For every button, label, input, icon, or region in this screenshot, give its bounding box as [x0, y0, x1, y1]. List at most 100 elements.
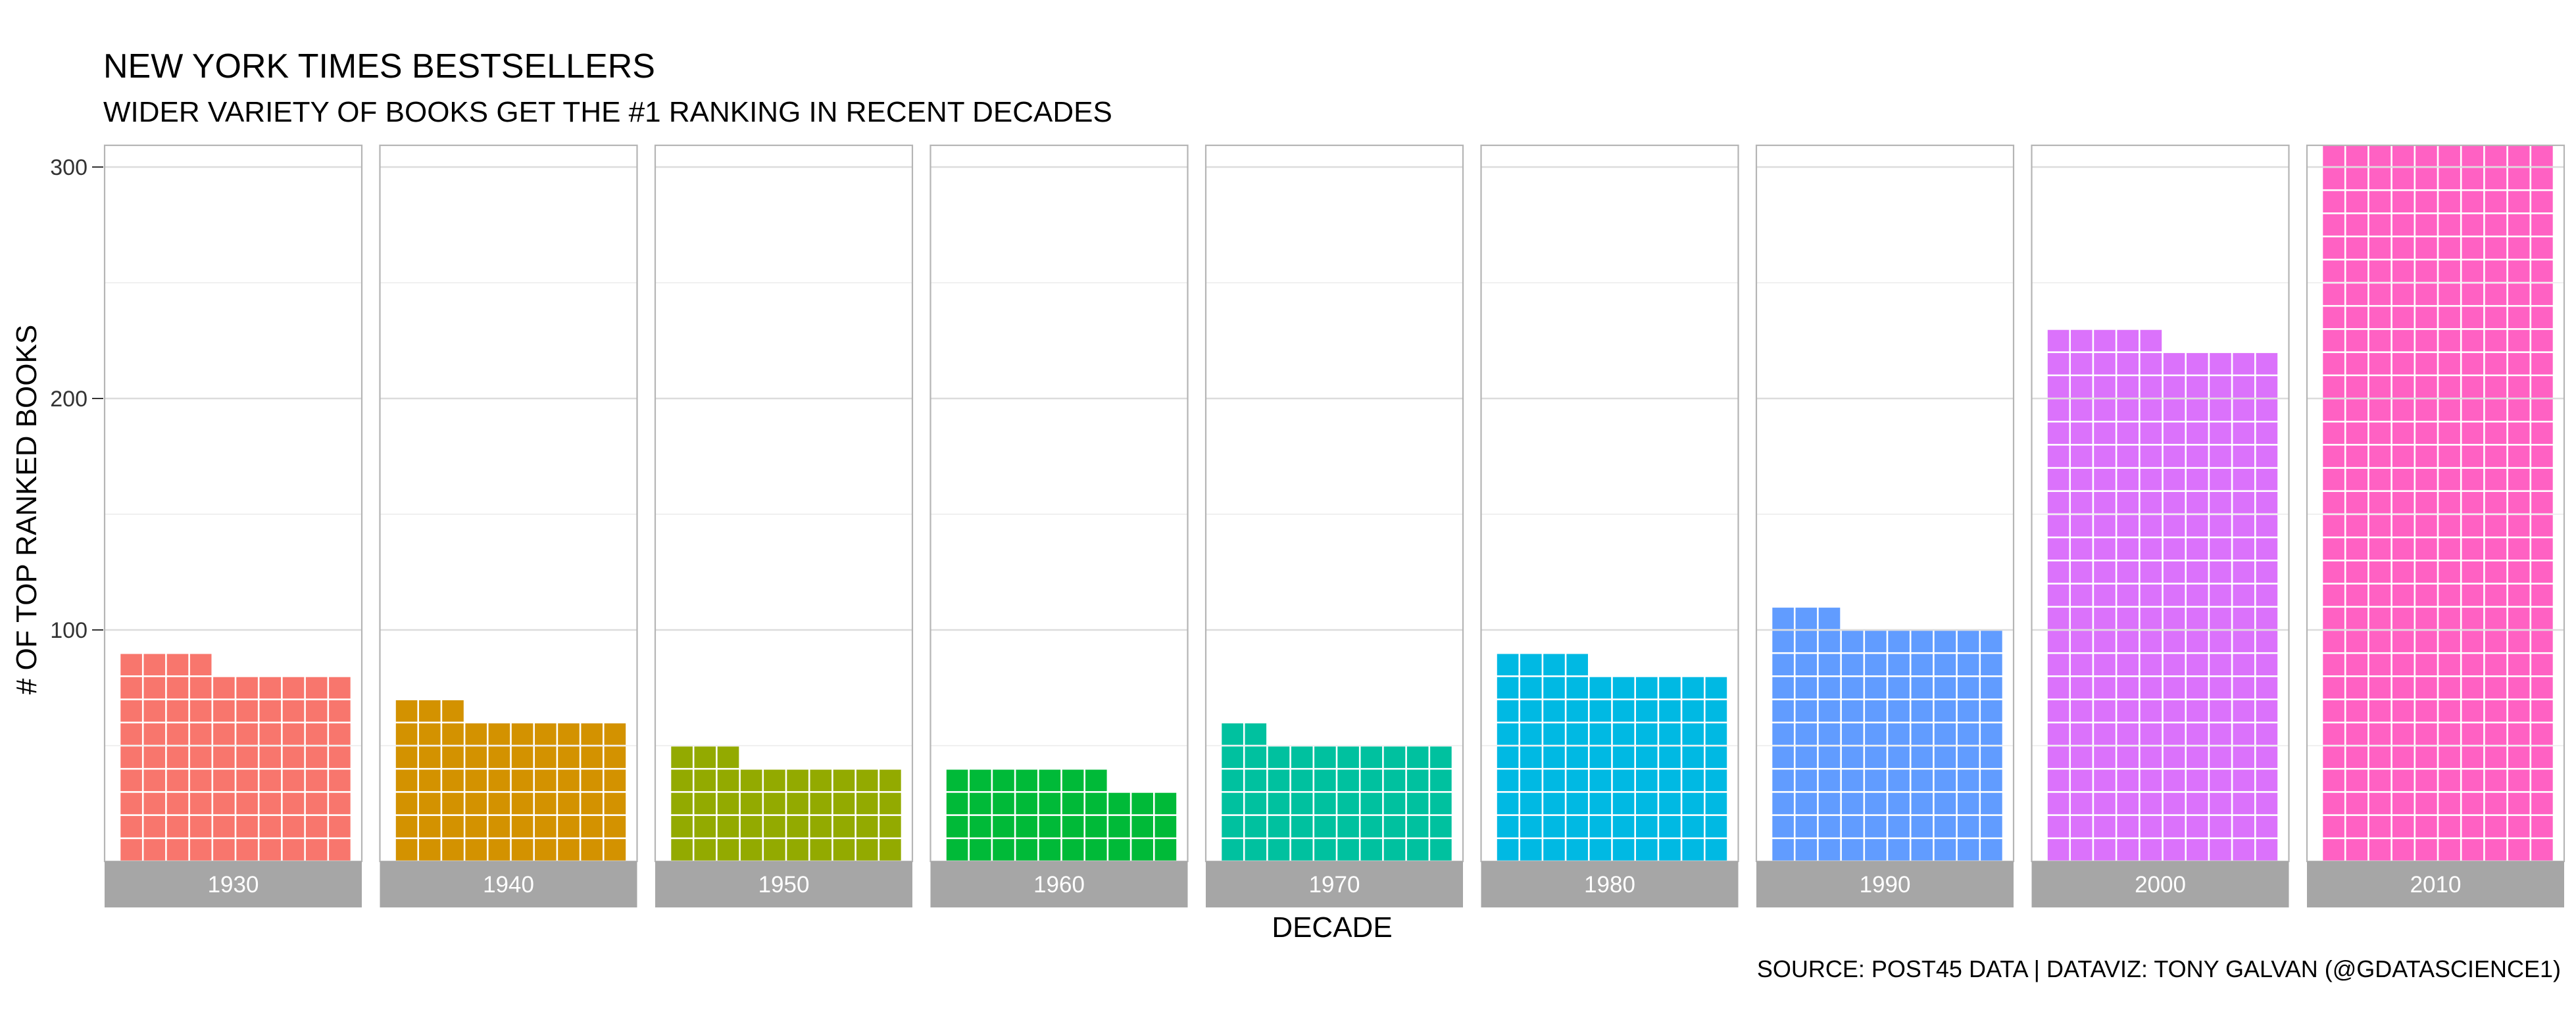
waffle-tile [465, 769, 487, 792]
waffle-tile [143, 677, 166, 699]
waffle-tile [2462, 700, 2484, 722]
waffle-tile [1865, 631, 1887, 652]
waffle-tile [2531, 422, 2553, 445]
waffle-tile [1865, 746, 1887, 768]
waffle-tile [2094, 769, 2116, 792]
waffle-tile [2210, 792, 2231, 815]
waffle-tile [1612, 769, 1635, 792]
waffle-tile [1682, 700, 1704, 722]
waffle-tile [2369, 515, 2391, 537]
waffle-tile [2117, 399, 2139, 421]
waffle-tile [1705, 723, 1727, 745]
waffle-tile [2415, 769, 2437, 792]
waffle-tile [2392, 492, 2414, 514]
waffle-tile [1818, 654, 1841, 676]
waffle-tile [2369, 329, 2391, 352]
waffle-tile [1888, 677, 1910, 699]
waffle-tile [604, 815, 626, 838]
waffle-tile [2462, 515, 2484, 537]
waffle-tile [1360, 769, 1383, 792]
waffle-tile [1705, 700, 1727, 722]
waffle-tile [259, 815, 282, 838]
waffle-tile [1245, 839, 1267, 861]
waffle-tile [1337, 839, 1359, 861]
waffle-tile [1865, 839, 1887, 861]
waffle-tile [2392, 792, 2414, 815]
waffle-tile [2531, 769, 2553, 792]
waffle-tile [2117, 815, 2139, 838]
waffle-tile [2346, 260, 2368, 282]
waffle-tile [2323, 608, 2344, 629]
waffle-tile [1039, 769, 1061, 792]
facet-strip [930, 861, 1188, 907]
waffle-tile [143, 839, 166, 861]
waffle-tile [2047, 538, 2069, 560]
waffle-tile [2369, 237, 2391, 259]
waffle-tile [2071, 329, 2093, 352]
waffle-tile [833, 769, 855, 792]
waffle-tile [2462, 99, 2484, 120]
waffle-tile [1865, 723, 1887, 745]
waffle-tile [2392, 584, 2414, 606]
waffle-tile [2233, 769, 2254, 792]
waffle-tile [2439, 515, 2460, 537]
waffle-tile [511, 792, 533, 815]
waffle-tile [2439, 445, 2460, 468]
waffle-tile [1911, 631, 1933, 652]
waffle-tile [2369, 168, 2391, 189]
waffle-tile [2094, 538, 2116, 560]
waffle-tile [2233, 723, 2254, 745]
waffle-tile [604, 792, 626, 815]
waffle-tile [305, 677, 328, 699]
waffle-tile [213, 746, 235, 768]
waffle-tile [2233, 445, 2254, 468]
waffle-tile [2323, 654, 2344, 676]
waffle-tile [2485, 145, 2507, 166]
facet-strip-label: 2010 [2410, 872, 2462, 898]
waffle-tile [2187, 608, 2208, 629]
waffle-tile [810, 815, 832, 838]
waffle-tile [2140, 769, 2162, 792]
waffle-tile [2439, 168, 2460, 189]
waffle-tile [1589, 792, 1612, 815]
waffle-tile [2415, 839, 2437, 861]
waffle-tile [2485, 839, 2507, 861]
waffle-tile [305, 839, 328, 861]
waffle-tile [2346, 769, 2368, 792]
waffle-tile [1772, 700, 1794, 722]
waffle-tile [2256, 723, 2278, 745]
waffle-tile [1795, 769, 1818, 792]
waffle-tile [2140, 700, 2162, 722]
waffle-tile [1957, 815, 1979, 838]
waffle-tiles-1940 [395, 700, 626, 861]
waffle-tile [2071, 631, 2093, 652]
waffle-tile [189, 815, 212, 838]
waffle-tile [2462, 376, 2484, 398]
waffle-tile [558, 769, 580, 792]
waffle-tile [2210, 376, 2231, 398]
waffle-tile [2485, 399, 2507, 421]
waffle-tile [282, 769, 305, 792]
waffle-tile [465, 792, 487, 815]
waffle-tile [2508, 352, 2530, 375]
waffle-tile [2094, 608, 2116, 629]
waffle-tile [2047, 399, 2069, 421]
waffle-tile [2508, 99, 2530, 120]
waffle-tile [2369, 700, 2391, 722]
waffle-tile [305, 746, 328, 768]
waffle-tile [395, 769, 418, 792]
waffle-tile [2392, 815, 2414, 838]
waffle-tile [1795, 608, 1818, 629]
waffle-tile [2140, 792, 2162, 815]
waffle-tile [189, 769, 212, 792]
waffle-tile [2369, 538, 2391, 560]
waffle-tile [2462, 584, 2484, 606]
waffle-tile [2531, 792, 2553, 815]
waffle-tile [2508, 329, 2530, 352]
waffle-tile [2187, 538, 2208, 560]
waffle-tile [2392, 329, 2414, 352]
waffle-tile [2163, 815, 2185, 838]
waffle-tile [1383, 769, 1406, 792]
waffle-tile [1108, 815, 1130, 838]
waffle-tile [2485, 122, 2507, 143]
